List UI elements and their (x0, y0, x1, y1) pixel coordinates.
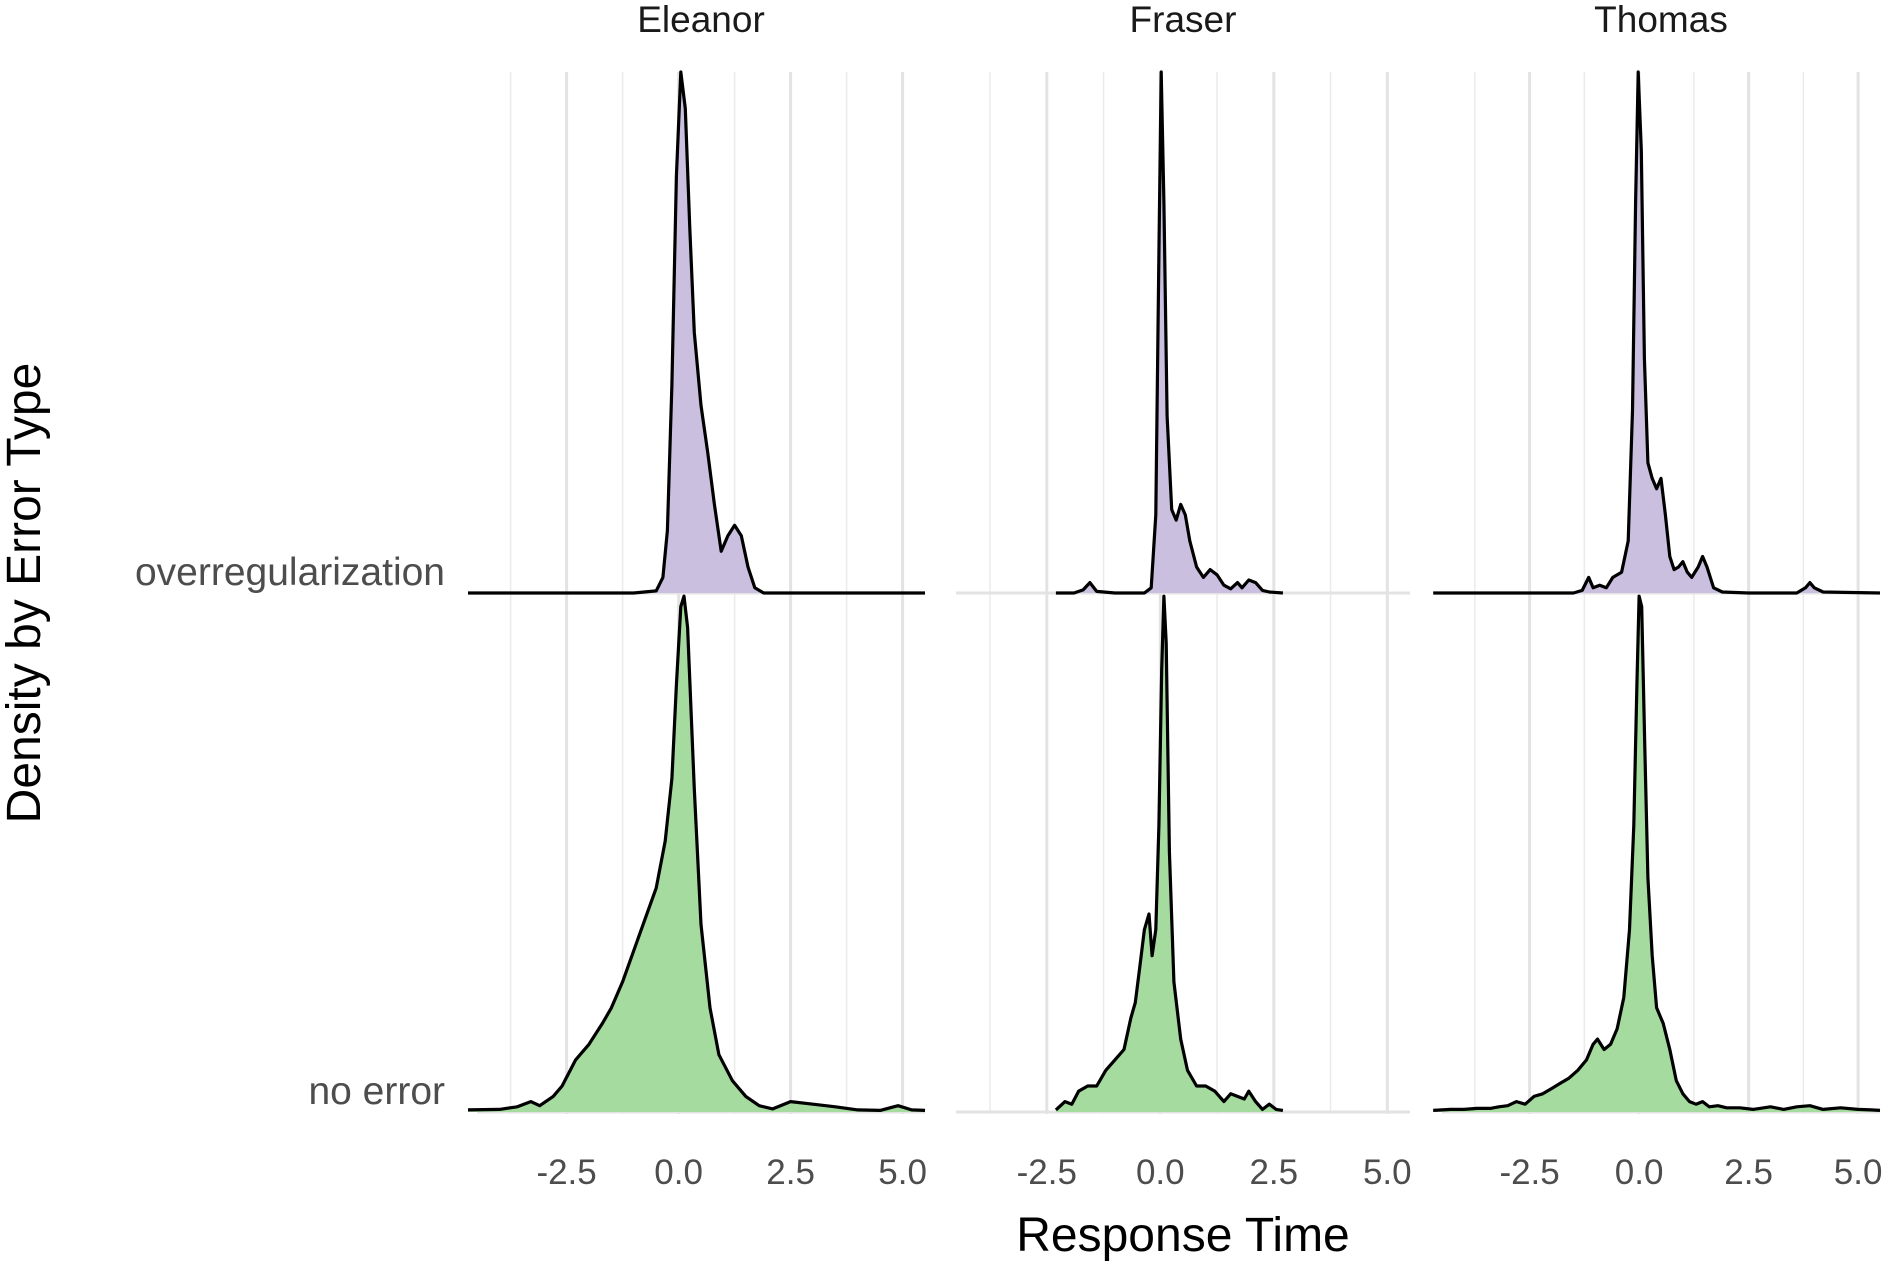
x-tick-label: 5.0 (878, 1153, 927, 1192)
density-line-no-error (1433, 594, 1881, 1112)
x-tick-label: 0.0 (654, 1153, 703, 1192)
density-area-overregularization (468, 72, 925, 593)
x-tick-label: 5.0 (1834, 1153, 1883, 1192)
x-tick-label: -2.5 (1017, 1153, 1077, 1192)
facet-title: Thomas (1594, 0, 1728, 40)
x-tick-label: 0.0 (1615, 1153, 1664, 1192)
x-tick-label: 2.5 (1724, 1153, 1773, 1192)
x-tick-label: 2.5 (1249, 1153, 1298, 1192)
x-tick-label: 5.0 (1363, 1153, 1412, 1192)
density-area-overregularization (1433, 72, 1880, 593)
facet-title: Eleanor (637, 0, 765, 40)
y-category-label: no error (308, 1070, 445, 1113)
y-category-label: overregularization (135, 551, 445, 594)
x-tick-label: -2.5 (1499, 1153, 1559, 1192)
ridge-layer (467, 70, 1881, 1112)
y-axis-title: Density by Error Type (0, 363, 51, 824)
density-area-no-error (1433, 596, 1880, 1112)
x-tick-label: 0.0 (1136, 1153, 1185, 1192)
density-line-overregularization (1055, 70, 1284, 595)
density-line-overregularization (468, 70, 925, 595)
density-line-no-error (467, 594, 926, 1112)
facet-title: Fraser (1130, 0, 1237, 40)
tick-layer: -2.5 0.0 2.5 5.0 -2.5 0.0 2.5 5.0 -2.5 0.0 2.5 5.0 o… (135, 551, 1882, 1192)
density-area-overregularization (1055, 72, 1283, 593)
density-line-overregularization (1433, 70, 1881, 595)
density-line-no-error (1054, 594, 1284, 1112)
x-tick-label: 2.5 (766, 1153, 815, 1192)
x-tick-label: -2.5 (536, 1153, 596, 1192)
x-axis-title: Response Time (1016, 1209, 1350, 1262)
label-layer: Eleanor Fraser Thomas (637, 0, 1728, 40)
